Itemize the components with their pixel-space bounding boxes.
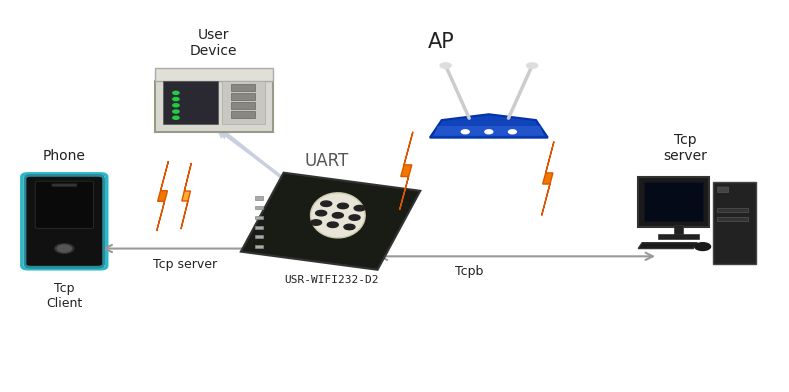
Circle shape — [327, 222, 338, 227]
Circle shape — [332, 212, 343, 218]
Circle shape — [55, 244, 73, 253]
FancyBboxPatch shape — [713, 182, 756, 264]
Polygon shape — [181, 163, 192, 229]
Circle shape — [508, 130, 516, 134]
FancyBboxPatch shape — [231, 102, 255, 109]
Circle shape — [354, 205, 365, 211]
Circle shape — [58, 245, 71, 252]
Circle shape — [311, 220, 322, 225]
FancyBboxPatch shape — [256, 216, 264, 219]
Polygon shape — [638, 243, 697, 249]
Polygon shape — [434, 126, 544, 136]
FancyBboxPatch shape — [658, 234, 699, 239]
FancyBboxPatch shape — [231, 111, 255, 118]
FancyBboxPatch shape — [638, 176, 709, 227]
Polygon shape — [430, 114, 548, 138]
Text: Tcp
Client: Tcp Client — [47, 281, 82, 310]
FancyBboxPatch shape — [256, 206, 264, 209]
Circle shape — [320, 201, 331, 207]
FancyBboxPatch shape — [256, 196, 264, 200]
Circle shape — [462, 130, 469, 134]
FancyBboxPatch shape — [717, 218, 748, 221]
Text: Tcpb: Tcpb — [455, 265, 484, 278]
Polygon shape — [241, 173, 421, 270]
Circle shape — [173, 98, 179, 101]
FancyBboxPatch shape — [155, 67, 273, 81]
FancyBboxPatch shape — [717, 208, 748, 212]
FancyBboxPatch shape — [256, 235, 264, 238]
Circle shape — [349, 215, 360, 220]
FancyBboxPatch shape — [163, 81, 218, 124]
Text: Phone: Phone — [43, 149, 86, 163]
Circle shape — [526, 63, 537, 68]
Text: Tcp server: Tcp server — [152, 258, 217, 270]
FancyBboxPatch shape — [52, 183, 77, 187]
Circle shape — [173, 116, 179, 119]
FancyBboxPatch shape — [674, 225, 683, 235]
Circle shape — [485, 130, 493, 134]
Polygon shape — [311, 193, 365, 238]
FancyBboxPatch shape — [231, 84, 255, 91]
FancyBboxPatch shape — [25, 175, 103, 267]
Circle shape — [173, 91, 179, 94]
FancyBboxPatch shape — [256, 225, 264, 229]
FancyBboxPatch shape — [256, 245, 264, 248]
Polygon shape — [157, 161, 169, 231]
Circle shape — [173, 104, 179, 107]
FancyBboxPatch shape — [155, 81, 273, 132]
Text: UART: UART — [304, 152, 348, 170]
Text: Tcp
server: Tcp server — [664, 133, 708, 163]
Polygon shape — [400, 132, 413, 210]
FancyBboxPatch shape — [36, 181, 93, 228]
Circle shape — [338, 203, 349, 209]
Text: AP: AP — [428, 32, 455, 52]
FancyBboxPatch shape — [231, 93, 255, 100]
FancyBboxPatch shape — [222, 81, 265, 124]
Circle shape — [695, 243, 711, 250]
Text: User
Device: User Device — [190, 27, 237, 58]
Text: USR-WIFI232-D2: USR-WIFI232-D2 — [284, 275, 379, 285]
Circle shape — [344, 224, 355, 230]
Circle shape — [440, 63, 451, 68]
Polygon shape — [542, 142, 554, 216]
FancyBboxPatch shape — [644, 182, 704, 221]
FancyBboxPatch shape — [718, 187, 729, 192]
Circle shape — [316, 211, 327, 216]
Circle shape — [173, 110, 179, 113]
